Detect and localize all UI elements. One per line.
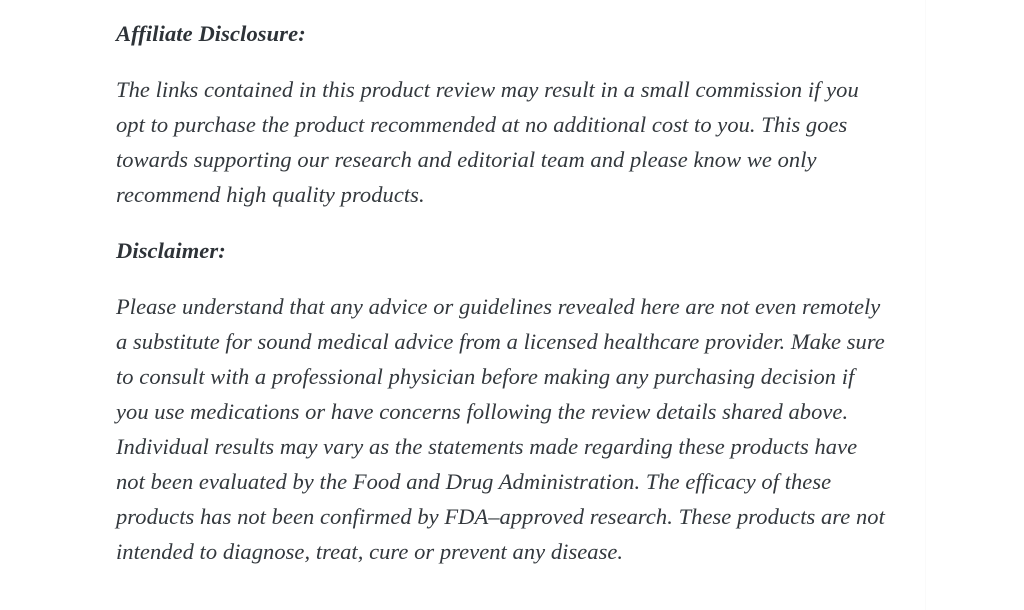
disclaimer-paragraph: Please understand that any advice or gui…	[116, 294, 885, 564]
affiliate-disclosure-paragraph: The links contained in this product revi…	[116, 77, 859, 207]
affiliate-disclosure-heading: Affiliate Disclosure:	[116, 21, 306, 46]
disclaimer-heading: Disclaimer:	[116, 238, 226, 263]
disclosure-disclaimer-block: Affiliate Disclosure: The links containe…	[116, 21, 885, 564]
content-right-edge-rule	[925, 0, 926, 610]
